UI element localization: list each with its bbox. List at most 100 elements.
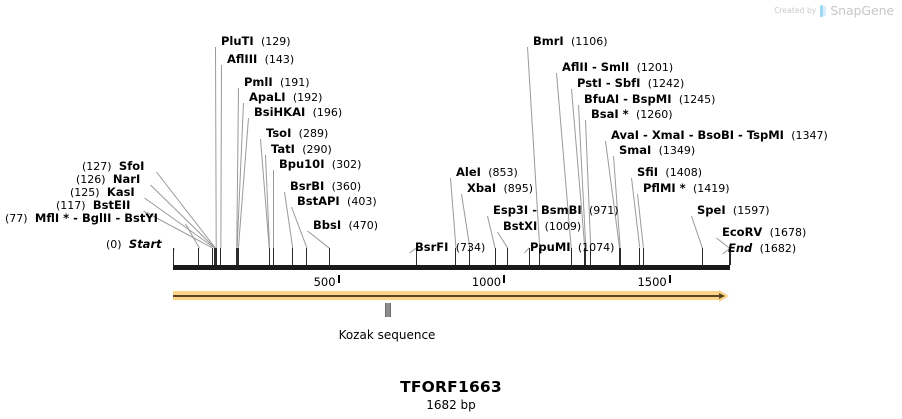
site-position: (1408)	[665, 166, 702, 179]
restriction-site-label[interactable]: SmaI (1349)	[619, 144, 696, 158]
site-tick[interactable]	[306, 248, 308, 265]
restriction-site-label[interactable]: BstAPI (403)	[297, 195, 377, 209]
site-tick[interactable]	[728, 248, 730, 265]
restriction-site-label[interactable]: BstXI (1009)	[503, 220, 581, 234]
restriction-site-label[interactable]: AleI (853)	[456, 166, 518, 180]
restriction-site-label[interactable]: AvaI - XmaI - BsoBI - TspMI (1347)	[611, 128, 828, 143]
restriction-site-label[interactable]: PmlI (191)	[244, 76, 310, 90]
site-position: (125)	[70, 186, 100, 199]
ruler-label: 1500	[637, 275, 667, 289]
site-tick[interactable]	[570, 248, 572, 265]
site-tick[interactable]	[584, 248, 586, 265]
leader-line	[461, 193, 471, 249]
kozak-sequence-marker[interactable]	[385, 303, 391, 317]
restriction-site-label[interactable]: PpuMI (1074)	[530, 241, 615, 255]
ruler-label: 500	[313, 275, 336, 289]
restriction-site-label[interactable]: BsaI * (1260)	[591, 108, 673, 122]
site-tick[interactable]	[416, 248, 418, 265]
restriction-site-label[interactable]: ApaLI (192)	[249, 91, 322, 105]
restriction-site-label[interactable]: BmrI (1106)	[533, 35, 608, 49]
site-tick[interactable]	[619, 248, 621, 265]
site-tick[interactable]	[528, 248, 530, 265]
site-tick[interactable]	[469, 248, 471, 265]
restriction-site-label[interactable]: SfiI (1408)	[637, 166, 702, 180]
restriction-site-label[interactable]: BsiHKAI (196)	[254, 106, 342, 120]
site-position: (360)	[331, 180, 362, 193]
site-tick[interactable]	[701, 248, 703, 265]
snapgene-watermark: Created by SnapGene	[774, 3, 894, 18]
site-tick[interactable]	[619, 248, 621, 265]
enzyme-name: BsoBI	[697, 128, 735, 142]
restriction-site-label[interactable]: AflII - SmlI (1201)	[562, 60, 674, 75]
site-tick[interactable]	[328, 248, 330, 265]
site-position: (289)	[298, 127, 329, 140]
site-tick[interactable]	[455, 248, 457, 265]
site-tick[interactable]	[585, 248, 587, 265]
site-tick[interactable]	[292, 248, 294, 265]
leader-line	[220, 64, 222, 249]
enzyme-name: MflI *	[34, 211, 70, 225]
site-tick[interactable]	[269, 248, 271, 265]
site-tick[interactable]	[730, 248, 731, 265]
site-position: (734)	[455, 241, 486, 254]
restriction-site-label[interactable]: PflMI * (1419)	[643, 181, 730, 196]
ruler-tick	[503, 275, 506, 283]
site-tick[interactable]	[237, 248, 239, 265]
restriction-site-label[interactable]: AflIII (143)	[227, 53, 294, 67]
site-tick[interactable]	[211, 248, 213, 265]
restriction-site-label[interactable]: BsrFI (734)	[415, 241, 486, 255]
restriction-site-label[interactable]: BsrBI (360)	[290, 179, 362, 194]
enzyme-name: End	[728, 241, 753, 255]
site-tick[interactable]	[220, 248, 222, 265]
enzyme-name: BsrBI	[290, 179, 325, 193]
site-tick[interactable]	[215, 248, 217, 265]
enzyme-name: TsoI	[266, 126, 292, 140]
restriction-site-label[interactable]: (77) MflI * - BglII - BstYI	[5, 211, 158, 226]
restriction-site-label[interactable]: Esp3I - BsmBI (971)	[493, 203, 619, 218]
site-tick[interactable]	[494, 248, 496, 265]
site-tick[interactable]	[539, 248, 541, 265]
site-position: (126)	[76, 173, 106, 186]
restriction-site-label[interactable]: PstI - SbfI (1242)	[577, 76, 685, 91]
site-tick[interactable]	[590, 248, 592, 265]
construct-title: TFORF1663	[400, 378, 502, 396]
site-position: (1242)	[647, 77, 685, 90]
site-tick[interactable]	[273, 248, 274, 265]
site-tick[interactable]	[198, 248, 200, 265]
enzyme-name: PflMI *	[643, 181, 686, 195]
site-tick[interactable]	[236, 248, 238, 265]
site-position: (1074)	[577, 241, 615, 254]
site-position: (1419)	[693, 182, 730, 195]
site-tick[interactable]	[507, 248, 509, 265]
restriction-site-label[interactable]: (127) SfoI	[82, 159, 145, 174]
site-tick[interactable]	[173, 248, 174, 265]
enzyme-name: TspMI	[746, 128, 784, 142]
enzyme-name: NarI	[112, 172, 141, 186]
watermark-brand-label: SnapGene	[830, 3, 894, 18]
orf-arrow[interactable]	[173, 289, 730, 302]
restriction-site-label[interactable]: XbaI (895)	[467, 182, 533, 196]
kozak-sequence-label: Kozak sequence	[338, 328, 436, 342]
restriction-site-label[interactable]: End (1682)	[728, 241, 796, 256]
watermark-created-by-label: Created by	[774, 6, 817, 15]
restriction-site-label[interactable]: (125) KasI	[70, 186, 135, 200]
restriction-site-label[interactable]: EcoRV (1678)	[722, 226, 806, 240]
site-tick[interactable]	[639, 248, 641, 265]
restriction-site-label[interactable]: (117) BstEII	[56, 199, 130, 213]
restriction-site-label[interactable]: SpeI (1597)	[697, 204, 770, 218]
sequence-backbone[interactable]	[173, 265, 730, 270]
enzyme-name: BsmBI	[541, 203, 582, 217]
site-tick[interactable]	[642, 248, 644, 265]
restriction-site-label[interactable]: BfuAI - BspMI (1245)	[584, 92, 716, 107]
restriction-site-label[interactable]: BbsI (470)	[313, 219, 378, 233]
restriction-site-label[interactable]: TsoI (289)	[266, 126, 329, 141]
restriction-site-label[interactable]: TatI (290)	[271, 143, 332, 157]
restriction-site-label[interactable]: Bpu10I (302)	[279, 158, 361, 172]
restriction-site-label[interactable]: PluTI (129)	[221, 35, 291, 49]
site-position: (1349)	[658, 144, 696, 157]
enzyme-name: SfoI	[118, 159, 145, 173]
restriction-site-label[interactable]: (126) NarI	[76, 172, 141, 187]
restriction-site-label[interactable]: (0) Start	[106, 238, 162, 252]
site-tick[interactable]	[215, 248, 217, 265]
site-position: (1597)	[732, 204, 770, 217]
